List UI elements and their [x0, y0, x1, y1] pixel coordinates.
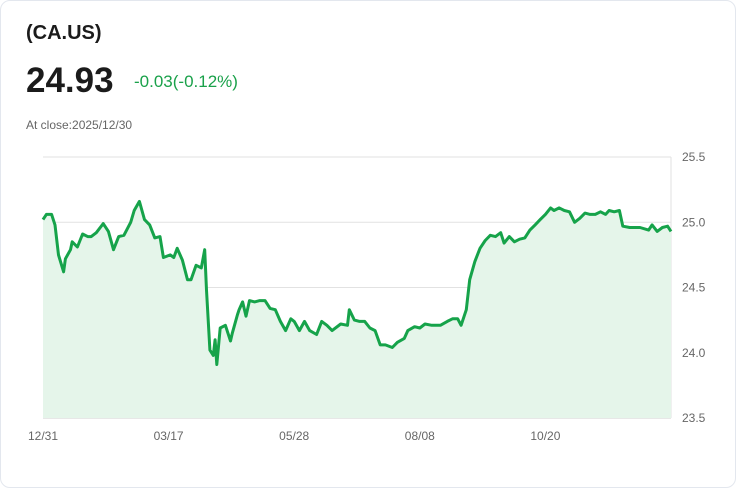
y-tick-label: 24.0: [682, 346, 706, 360]
y-tick-label: 25.0: [682, 215, 706, 229]
ticker-symbol: (CA.US): [26, 22, 102, 44]
x-tick-label: 08/08: [405, 429, 435, 443]
price-line: [41, 199, 673, 366]
close-date: At close:2025/12/30: [26, 118, 133, 132]
last-price: 24.93: [26, 61, 114, 100]
x-tick-label: 05/28: [279, 429, 309, 443]
y-tick-label: 23.5: [682, 411, 706, 425]
price-change: -0.03(-0.12%): [134, 72, 238, 91]
x-tick-label: 03/17: [154, 429, 184, 443]
x-tick-label: 12/31: [28, 429, 58, 443]
x-tick-label: 10/20: [530, 429, 560, 443]
y-tick-label: 24.5: [682, 281, 706, 295]
y-tick-label: 25.5: [682, 150, 706, 164]
price-area-fill: [43, 201, 671, 418]
